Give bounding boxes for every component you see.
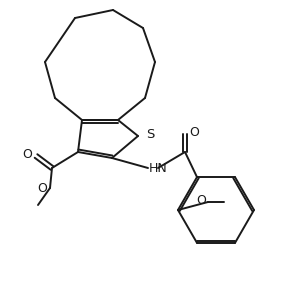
Text: O: O xyxy=(22,149,32,161)
Text: O: O xyxy=(196,194,206,208)
Text: O: O xyxy=(37,182,47,194)
Text: HN: HN xyxy=(149,163,168,175)
Text: O: O xyxy=(189,126,199,140)
Text: S: S xyxy=(146,128,155,140)
